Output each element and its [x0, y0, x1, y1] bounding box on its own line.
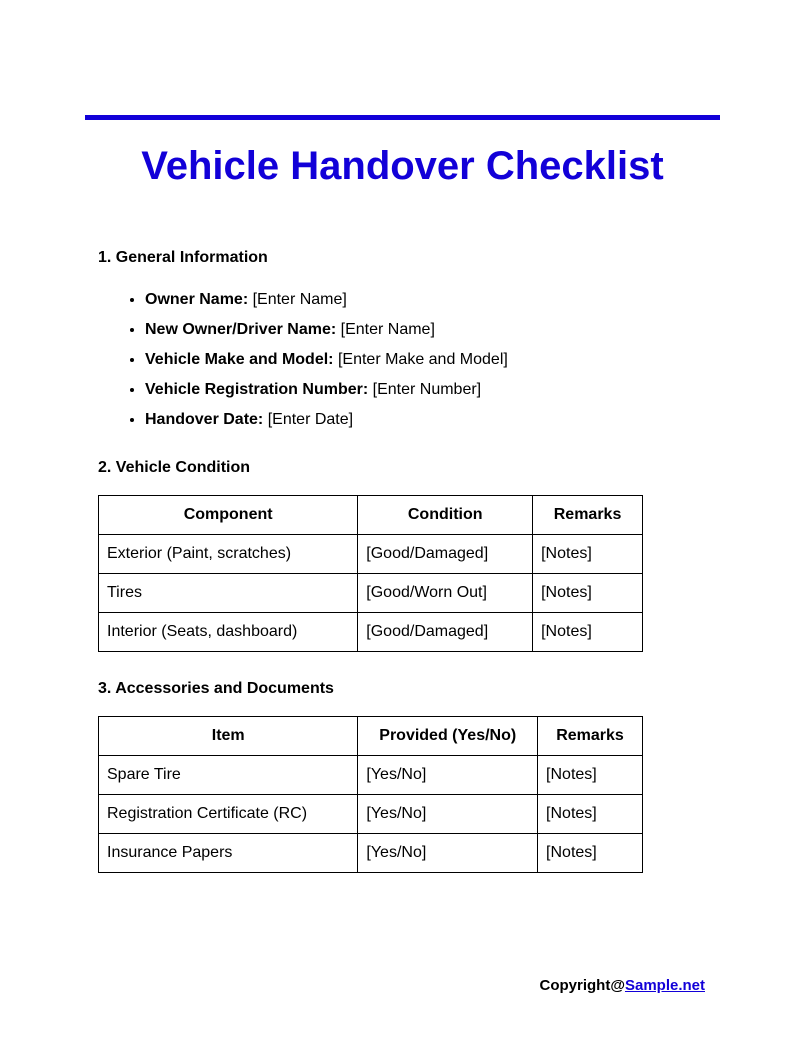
table-cell: Exterior (Paint, scratches)	[99, 535, 358, 574]
footer-prefix: Copyright@	[540, 977, 625, 994]
table-cell: Tires	[99, 574, 358, 613]
table-cell: Interior (Seats, dashboard)	[99, 613, 358, 652]
table-cell: [Notes]	[538, 756, 643, 795]
table-cell: [Good/Worn Out]	[358, 574, 533, 613]
section-heading-condition: 2. Vehicle Condition	[98, 459, 720, 477]
list-item: Owner Name: [Enter Name]	[145, 285, 720, 315]
document-page: Vehicle Handover Checklist 1. General In…	[0, 0, 805, 1044]
table-row: Exterior (Paint, scratches) [Good/Damage…	[99, 535, 643, 574]
table-header-cell: Remarks	[538, 717, 643, 756]
footer: Copyright@Sample.net	[540, 977, 705, 994]
field-value: [Enter Number]	[373, 381, 481, 398]
table-row: Interior (Seats, dashboard) [Good/Damage…	[99, 613, 643, 652]
table-cell: [Yes/No]	[358, 756, 538, 795]
field-label: New Owner/Driver Name:	[145, 321, 336, 338]
table-header-row: Component Condition Remarks	[99, 496, 643, 535]
table-header-cell: Provided (Yes/No)	[358, 717, 538, 756]
table-row: Registration Certificate (RC) [Yes/No] […	[99, 795, 643, 834]
table-cell: [Yes/No]	[358, 834, 538, 873]
field-label: Handover Date:	[145, 411, 263, 428]
field-value: [Enter Make and Model]	[338, 351, 508, 368]
table-header-cell: Condition	[358, 496, 533, 535]
list-item: New Owner/Driver Name: [Enter Name]	[145, 315, 720, 345]
field-value: [Enter Name]	[253, 291, 347, 308]
accessories-table: Item Provided (Yes/No) Remarks Spare Tir…	[98, 716, 643, 873]
table-header-cell: Item	[99, 717, 358, 756]
table-header-cell: Remarks	[533, 496, 643, 535]
list-item: Handover Date: [Enter Date]	[145, 405, 720, 435]
table-cell: [Notes]	[533, 535, 643, 574]
table-cell: [Good/Damaged]	[358, 535, 533, 574]
table-header-row: Item Provided (Yes/No) Remarks	[99, 717, 643, 756]
field-label: Vehicle Make and Model:	[145, 351, 334, 368]
table-cell: [Notes]	[538, 795, 643, 834]
table-cell: [Notes]	[538, 834, 643, 873]
list-item: Vehicle Registration Number: [Enter Numb…	[145, 375, 720, 405]
section-heading-general: 1. General Information	[98, 249, 720, 267]
table-cell: Registration Certificate (RC)	[99, 795, 358, 834]
page-title: Vehicle Handover Checklist	[85, 144, 720, 189]
field-label: Owner Name:	[145, 291, 248, 308]
general-info-list: Owner Name: [Enter Name] New Owner/Drive…	[85, 285, 720, 435]
list-item: Vehicle Make and Model: [Enter Make and …	[145, 345, 720, 375]
table-cell: [Good/Damaged]	[358, 613, 533, 652]
field-value: [Enter Date]	[268, 411, 353, 428]
footer-link[interactable]: Sample.net	[625, 977, 705, 994]
table-row: Insurance Papers [Yes/No] [Notes]	[99, 834, 643, 873]
table-cell: [Notes]	[533, 574, 643, 613]
table-row: Tires [Good/Worn Out] [Notes]	[99, 574, 643, 613]
section-heading-accessories: 3. Accessories and Documents	[98, 680, 720, 698]
field-label: Vehicle Registration Number:	[145, 381, 368, 398]
table-row: Spare Tire [Yes/No] [Notes]	[99, 756, 643, 795]
table-header-cell: Component	[99, 496, 358, 535]
condition-table: Component Condition Remarks Exterior (Pa…	[98, 495, 643, 652]
table-cell: Spare Tire	[99, 756, 358, 795]
top-rule	[85, 115, 720, 120]
table-cell: [Yes/No]	[358, 795, 538, 834]
field-value: [Enter Name]	[341, 321, 435, 338]
table-cell: [Notes]	[533, 613, 643, 652]
table-cell: Insurance Papers	[99, 834, 358, 873]
